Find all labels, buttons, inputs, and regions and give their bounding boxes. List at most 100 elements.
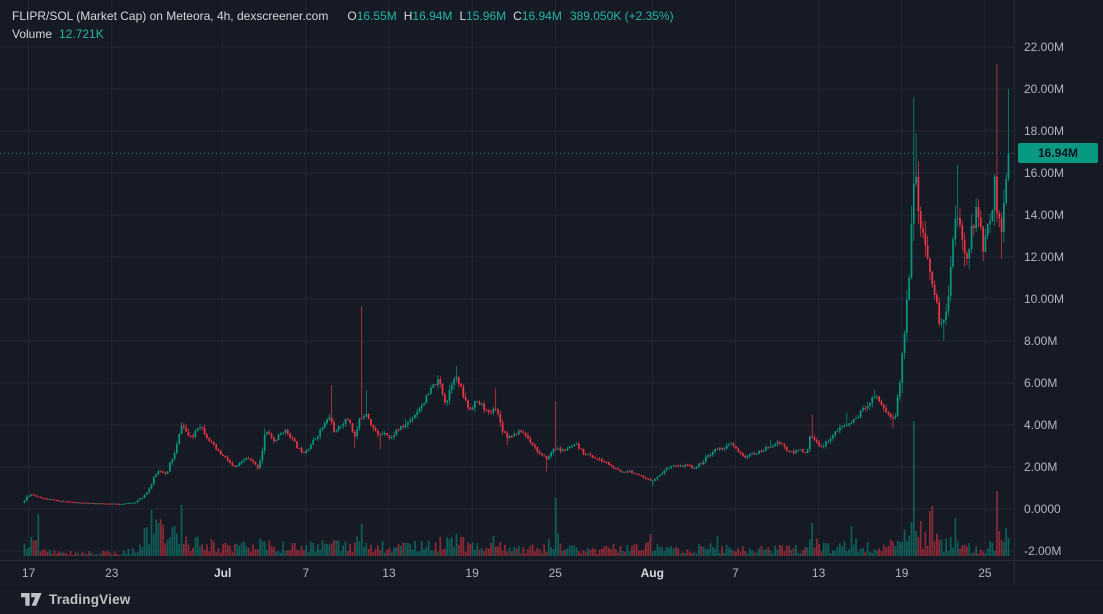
volume-bar bbox=[289, 550, 291, 556]
volume-bar bbox=[166, 539, 169, 556]
candle-body bbox=[651, 480, 654, 482]
volume-bar bbox=[584, 551, 587, 556]
candle-body bbox=[201, 427, 204, 429]
candle-body bbox=[460, 384, 462, 387]
candle-body bbox=[827, 441, 830, 443]
volume-bar bbox=[827, 543, 830, 556]
candle-body bbox=[143, 494, 146, 498]
volume-bar bbox=[44, 549, 47, 556]
volume-bar bbox=[772, 553, 774, 556]
volume-bar bbox=[307, 552, 310, 556]
time-axis[interactable]: 17 23 Jul 7 13 19 25 Aug 7 13 19 25 bbox=[0, 560, 1103, 585]
volume-bar bbox=[675, 546, 677, 556]
volume-bar bbox=[173, 526, 176, 556]
volume-bar bbox=[903, 529, 906, 556]
volume-bar bbox=[143, 527, 146, 556]
candle-body bbox=[141, 497, 144, 499]
volume-bar bbox=[649, 534, 652, 556]
volume-bar bbox=[383, 552, 386, 556]
volume-bar bbox=[501, 550, 504, 556]
candle-body bbox=[106, 503, 109, 505]
candle-body bbox=[577, 443, 580, 449]
price-axis-label: 2.00M bbox=[1024, 460, 1058, 474]
candle-body bbox=[511, 435, 513, 437]
volume-bar bbox=[409, 543, 412, 556]
candle-body bbox=[400, 426, 402, 430]
candle-body bbox=[111, 503, 114, 505]
open-label: O bbox=[347, 9, 357, 23]
volume-bar bbox=[194, 537, 197, 556]
volume-bar bbox=[1007, 537, 1010, 556]
price-axis[interactable]: 16.94M 22.00M 20.00M 18.00M 16.00M 14.00M 12.… bbox=[1014, 0, 1103, 584]
candle-body bbox=[601, 459, 603, 462]
volume-bar bbox=[196, 536, 199, 556]
candle-body bbox=[665, 467, 668, 471]
candle-body bbox=[845, 425, 848, 427]
candle-body bbox=[589, 454, 592, 456]
volume-bar bbox=[171, 527, 174, 556]
candle-body bbox=[39, 496, 42, 498]
volume-bar bbox=[529, 546, 532, 556]
volume-bar bbox=[23, 543, 26, 556]
volume-bar bbox=[924, 531, 927, 556]
candle-body bbox=[388, 435, 391, 438]
candle-body bbox=[961, 225, 964, 240]
candle-body bbox=[605, 461, 608, 463]
volume-bar bbox=[975, 546, 978, 556]
volume-bar bbox=[497, 546, 499, 556]
volume-bar bbox=[614, 549, 617, 556]
candle-body bbox=[594, 457, 596, 459]
volume-bar bbox=[370, 544, 372, 556]
volume-bar bbox=[640, 550, 643, 556]
candle-body bbox=[677, 465, 680, 467]
candle-body bbox=[993, 176, 996, 211]
candle-body bbox=[979, 217, 982, 227]
candle-body bbox=[966, 253, 968, 259]
volume-bar bbox=[735, 551, 737, 556]
volume-bar bbox=[111, 554, 114, 556]
volume-bar bbox=[95, 553, 97, 556]
volume-bar bbox=[966, 546, 968, 556]
volume-bar bbox=[527, 549, 529, 556]
candlestick-canvas[interactable] bbox=[0, 0, 1014, 584]
tradingview-logo-icon[interactable] bbox=[21, 592, 42, 607]
candle-body bbox=[520, 430, 522, 433]
volume-bar bbox=[933, 541, 936, 556]
candle-body bbox=[337, 426, 340, 431]
volume-bar bbox=[751, 550, 753, 556]
volume-bar bbox=[67, 554, 70, 556]
volume-bar bbox=[330, 543, 333, 556]
candle-body bbox=[820, 446, 823, 448]
candle-body bbox=[755, 453, 758, 455]
time-axis-label: 13 bbox=[382, 566, 396, 580]
candle-body bbox=[862, 407, 864, 411]
candle-body bbox=[661, 473, 663, 475]
candle-body bbox=[240, 461, 243, 464]
candle-body bbox=[171, 459, 174, 463]
volume-bar bbox=[441, 549, 444, 556]
candle-body bbox=[617, 468, 619, 470]
volume-bar bbox=[203, 549, 206, 556]
candle-body bbox=[127, 502, 130, 504]
volume-bar bbox=[769, 550, 772, 556]
candle-body bbox=[129, 502, 132, 504]
volume-bar bbox=[439, 537, 442, 556]
volume-bar bbox=[520, 553, 522, 556]
candle-body bbox=[497, 409, 499, 414]
candle-body bbox=[397, 429, 400, 431]
volume-bar bbox=[53, 550, 56, 556]
candle-body bbox=[219, 450, 222, 455]
volume-bar bbox=[714, 548, 716, 556]
volume-bar bbox=[850, 526, 853, 556]
candle-body bbox=[919, 211, 922, 229]
tradingview-brand[interactable]: TradingView bbox=[49, 592, 131, 607]
candle-body bbox=[522, 432, 525, 434]
volume-bar bbox=[919, 521, 922, 556]
volume-bar bbox=[566, 548, 569, 556]
volume-bar bbox=[395, 546, 398, 556]
volume-bar bbox=[642, 549, 645, 556]
volume-bar bbox=[446, 537, 449, 556]
volume-bar bbox=[342, 545, 345, 556]
candle-body bbox=[968, 248, 971, 259]
volume-bar bbox=[596, 553, 599, 556]
